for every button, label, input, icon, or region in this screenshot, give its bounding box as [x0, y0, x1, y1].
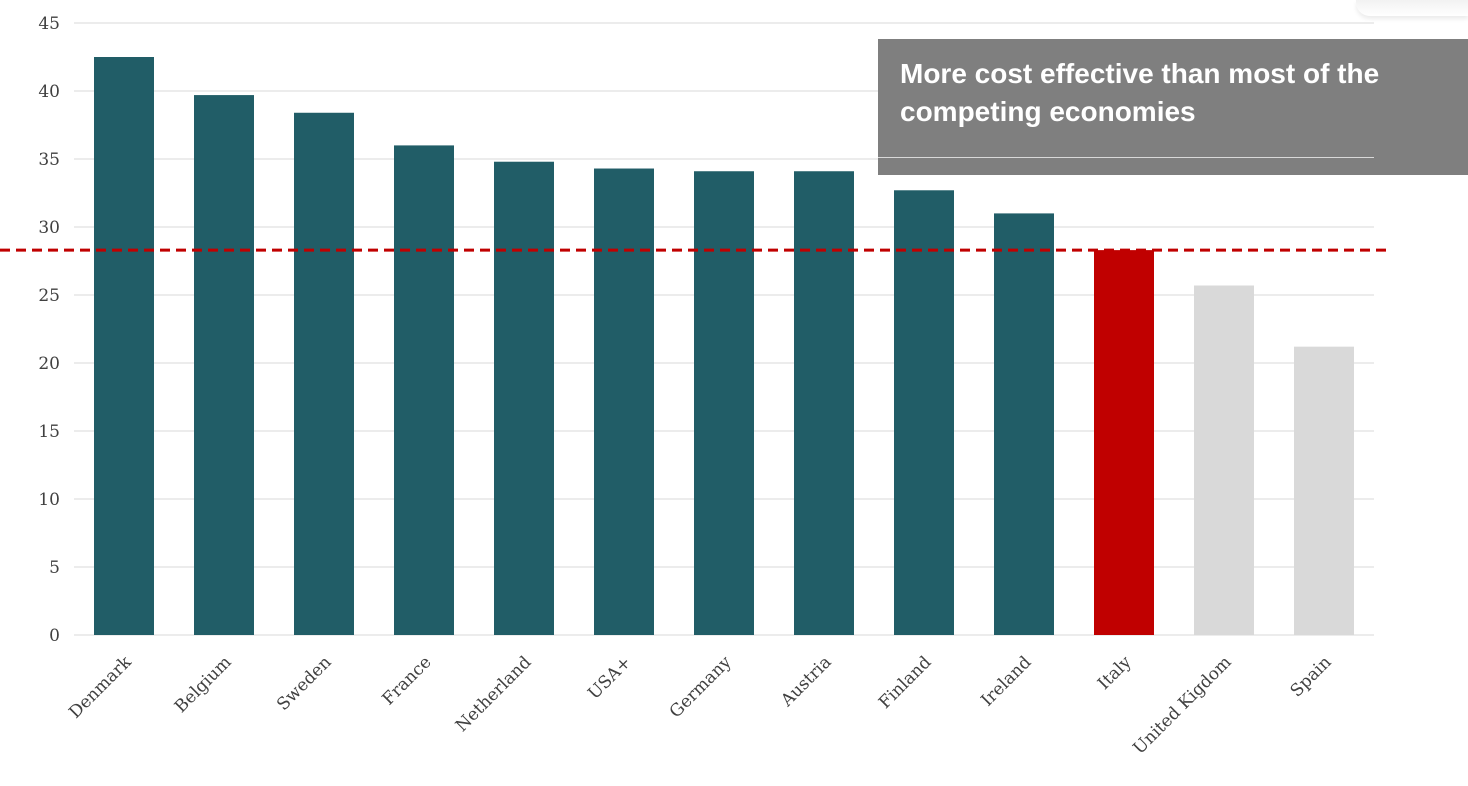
bar-finland	[894, 190, 954, 635]
callout-text: More cost effective than most of the com…	[900, 58, 1380, 127]
x-category-label: Ireland	[977, 652, 1035, 710]
y-tick-label: 10	[38, 490, 60, 510]
corner-decoration	[1356, 0, 1468, 16]
x-category-label: Italy	[1094, 652, 1136, 694]
y-tick-label: 45	[38, 14, 60, 34]
x-category-label: France	[379, 652, 436, 709]
x-category-label: United Kigdom	[1129, 652, 1235, 758]
callout-box: More cost effective than most of the com…	[878, 39, 1468, 175]
bar-sweden	[294, 112, 354, 635]
x-category-label: Sweden	[273, 652, 335, 714]
bar-austria	[794, 171, 854, 636]
x-category-label: Germany	[666, 652, 736, 722]
y-tick-label: 40	[38, 82, 60, 102]
bar-usa	[594, 168, 654, 635]
y-tick-label: 20	[38, 354, 60, 374]
x-category-label: USA+	[584, 652, 635, 703]
bar-spain	[1294, 346, 1354, 635]
x-category-label: Austria	[777, 652, 836, 711]
x-category-label: Netherland	[452, 652, 536, 736]
y-tick-label: 5	[49, 558, 60, 578]
y-tick-label: 15	[38, 422, 60, 442]
bar-denmark	[94, 57, 154, 635]
bar-united-kigdom	[1194, 285, 1254, 635]
x-category-label: Spain	[1287, 652, 1336, 701]
y-tick-label: 25	[38, 286, 60, 306]
y-tick-label: 30	[38, 218, 60, 238]
x-category-label: Denmark	[65, 652, 136, 723]
x-category-label: Finland	[875, 652, 936, 713]
y-tick-label: 35	[38, 150, 60, 170]
bar-italy	[1094, 250, 1154, 635]
x-axis-category-labels: Denmark Belgium Sweden France Netherland USA+…	[65, 652, 1335, 759]
bar-ireland	[994, 213, 1054, 635]
bar-germany	[694, 171, 754, 636]
bar-netherland	[494, 161, 554, 635]
y-axis-tick-labels: 0 5 10 15 20 25 30 35 40 45	[38, 14, 60, 646]
bar-france	[394, 145, 454, 635]
bars	[94, 57, 1354, 636]
callout-divider	[878, 157, 1374, 158]
y-tick-label: 0	[49, 626, 60, 646]
x-category-label: Belgium	[171, 652, 236, 717]
bar-belgium	[194, 95, 254, 635]
